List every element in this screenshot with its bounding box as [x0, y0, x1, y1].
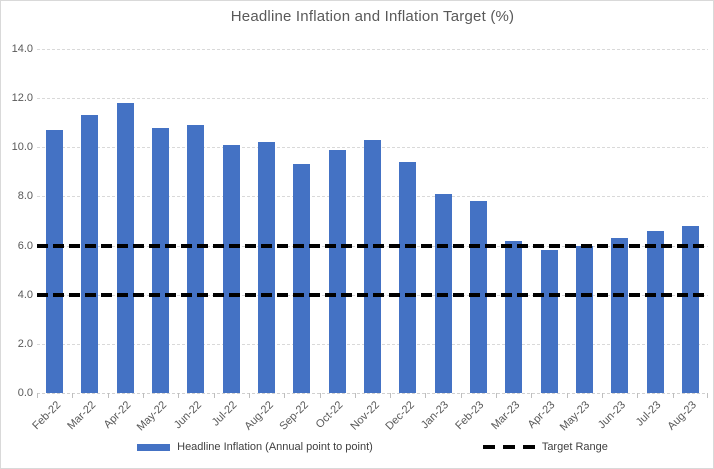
x-axis-tick: [461, 393, 462, 398]
x-axis-tick: [637, 393, 638, 398]
y-axis-label: 0.0: [17, 387, 33, 399]
x-axis-tick: [673, 393, 674, 398]
bar-May-23[interactable]: [576, 246, 593, 393]
x-axis-tick: [602, 393, 603, 398]
x-axis-label-Sep-22: Sep-22: [276, 399, 311, 433]
bar-Jun-22[interactable]: [187, 125, 204, 393]
bar-Apr-23[interactable]: [541, 250, 558, 393]
bar-Mar-22[interactable]: [81, 115, 98, 393]
x-axis-tick: [390, 393, 391, 398]
x-axis-label-May-22: May-22: [135, 399, 170, 434]
x-axis-tick: [496, 393, 497, 398]
x-axis-label-Jan-23: Jan-23: [419, 399, 452, 432]
x-axis-tick: [214, 393, 215, 398]
target-range-line-4[interactable]: [37, 293, 708, 297]
y-axis-label: 6.0: [17, 240, 33, 252]
bar-Aug-22[interactable]: [258, 142, 275, 393]
bar-Aug-23[interactable]: [682, 226, 699, 393]
bar-Jul-22[interactable]: [223, 145, 240, 393]
dashed-line-swatch-icon: [482, 445, 535, 449]
x-axis-tick: [355, 393, 356, 398]
x-axis-tick: [143, 393, 144, 398]
x-axis-tick: [284, 393, 285, 398]
bar-series-swatch-icon: [137, 443, 171, 451]
bar-Oct-22[interactable]: [329, 150, 346, 393]
x-axis-label-May-23: May-23: [558, 399, 593, 434]
bar-Jul-23[interactable]: [647, 231, 664, 393]
gridline-y-14.0: [37, 49, 708, 50]
bar-Mar-23[interactable]: [505, 241, 522, 393]
x-axis-label-Nov-22: Nov-22: [347, 399, 382, 433]
legend: Headline Inflation (Annual point to poin…: [37, 441, 708, 453]
target-range-line-6[interactable]: [37, 244, 708, 248]
x-axis-tick: [531, 393, 532, 398]
x-axis-tick: [707, 393, 708, 398]
x-axis-tick: [108, 393, 109, 398]
x-axis-label-Oct-22: Oct-22: [313, 399, 346, 431]
y-axis-label: 12.0: [11, 92, 33, 104]
x-axis-label-Jul-23: Jul-23: [633, 399, 664, 429]
x-axis-label-Mar-22: Mar-22: [65, 399, 99, 433]
legend-item-headline-inflation[interactable]: Headline Inflation (Annual point to poin…: [137, 441, 373, 453]
x-axis-tick: [425, 393, 426, 398]
legend-label-headline-inflation: Headline Inflation (Annual point to poin…: [177, 441, 373, 453]
bar-Dec-22[interactable]: [399, 162, 416, 393]
y-axis-label: 14.0: [11, 43, 33, 55]
y-axis-label: 4.0: [17, 289, 33, 301]
plot-area: [37, 49, 708, 398]
legend-item-target-range[interactable]: Target Range: [482, 441, 608, 453]
x-axis-tick: [320, 393, 321, 398]
x-axis-label-Aug-22: Aug-22: [241, 399, 276, 433]
x-axis-tick: [249, 393, 250, 398]
gridline-y-12.0: [37, 98, 708, 99]
legend-label-target-range: Target Range: [541, 441, 608, 453]
x-axis-label-Feb-23: Feb-23: [453, 399, 487, 433]
bar-Jun-23[interactable]: [611, 238, 628, 393]
x-axis-label-Jul-22: Jul-22: [209, 399, 240, 429]
x-axis-tick: [178, 393, 179, 398]
y-axis-label: 10.0: [11, 141, 33, 153]
x-axis-label-Jun-23: Jun-23: [596, 399, 629, 432]
y-axis-label: 8.0: [17, 190, 33, 202]
gridline-y-0.0: [37, 393, 708, 394]
x-axis-label-Feb-22: Feb-22: [30, 399, 64, 433]
bar-Feb-22[interactable]: [46, 130, 63, 393]
x-axis-tick: [567, 393, 568, 398]
x-axis-label-Mar-23: Mar-23: [489, 399, 523, 433]
bar-Nov-22[interactable]: [364, 140, 381, 393]
bar-Feb-23[interactable]: [470, 201, 487, 393]
x-axis-tick: [72, 393, 73, 398]
x-axis-tick: [37, 393, 38, 398]
chart-title[interactable]: Headline Inflation and Inflation Target …: [230, 8, 515, 25]
x-axis-label-Apr-22: Apr-22: [101, 399, 134, 431]
x-axis-label-Dec-22: Dec-22: [382, 399, 417, 433]
bar-Apr-22[interactable]: [117, 103, 134, 393]
x-axis-label-Aug-23: Aug-23: [664, 399, 699, 433]
x-axis-label-Jun-22: Jun-22: [172, 399, 205, 432]
y-axis-label: 2.0: [17, 338, 33, 350]
x-axis-label-Apr-23: Apr-23: [525, 399, 558, 431]
bar-Sep-22[interactable]: [293, 164, 310, 393]
bar-May-22[interactable]: [152, 128, 169, 393]
